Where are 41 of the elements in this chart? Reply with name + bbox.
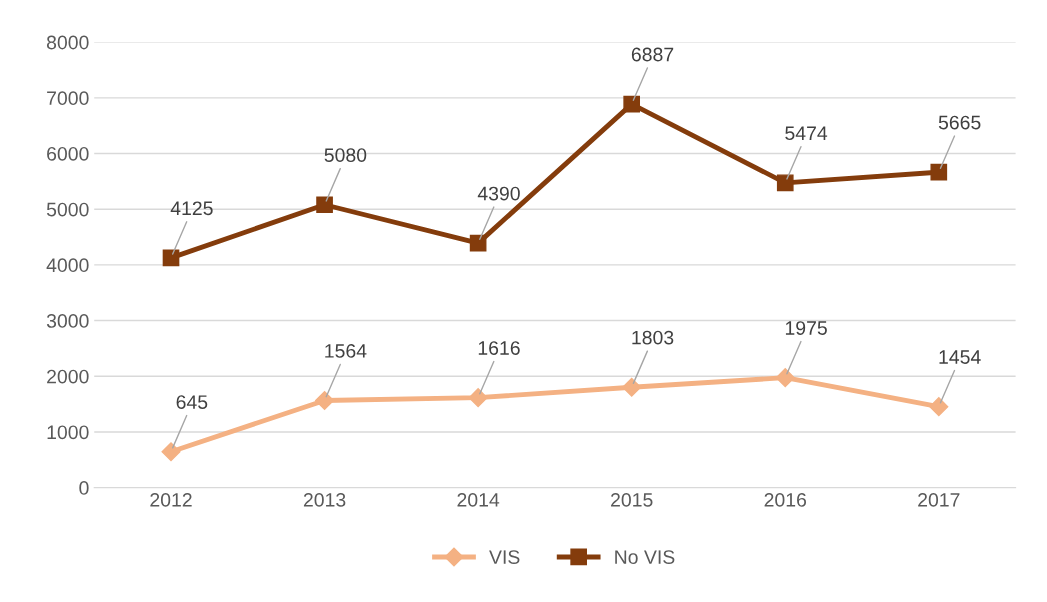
y-tick-label: 4000 — [46, 258, 89, 273]
point — [930, 163, 948, 181]
x-tick-label: 2015 — [611, 492, 653, 507]
legend-label: VIS — [489, 550, 520, 564]
point — [162, 249, 180, 267]
data-label: 5080 — [324, 148, 367, 163]
point — [469, 234, 487, 252]
x-tick-label: 2016 — [764, 492, 807, 507]
y-tick-label: 2000 — [47, 369, 89, 384]
point — [929, 397, 949, 417]
y-tick-label: 5000 — [46, 202, 89, 217]
x-tick-label: 2012 — [150, 492, 192, 507]
point — [316, 196, 333, 214]
y-tick-label: 7000 — [47, 91, 89, 106]
data-label: 1616 — [478, 341, 520, 355]
data-label: 5474 — [785, 126, 828, 141]
y-tick-label: 6000 — [47, 146, 89, 161]
point — [775, 368, 795, 388]
x-tick-label: 2013 — [303, 492, 346, 507]
point — [315, 390, 335, 411]
x-tick-label: 2017 — [918, 492, 960, 507]
y-tick-label: 1000 — [47, 425, 89, 440]
x-tick-label: 2014 — [457, 492, 500, 507]
legend-label: No VIS — [615, 550, 675, 564]
data-label: 4390 — [477, 186, 520, 201]
y-tick-label: 3000 — [46, 314, 89, 328]
point — [623, 95, 641, 113]
data-label: 5665 — [938, 115, 981, 130]
data-label: 4125 — [170, 201, 213, 216]
point — [161, 442, 181, 462]
data-label: 1454 — [939, 350, 981, 364]
data-label: 645 — [176, 395, 208, 409]
data-label: 1803 — [632, 330, 674, 345]
point — [776, 174, 794, 192]
data-label: 1975 — [785, 321, 827, 335]
data-label: 6887 — [631, 47, 674, 62]
y-tick-label: 8000 — [46, 35, 89, 50]
data-label: 1564 — [325, 344, 367, 358]
point — [468, 388, 488, 408]
y-tick-label: 0 — [79, 481, 89, 495]
point — [622, 377, 642, 397]
